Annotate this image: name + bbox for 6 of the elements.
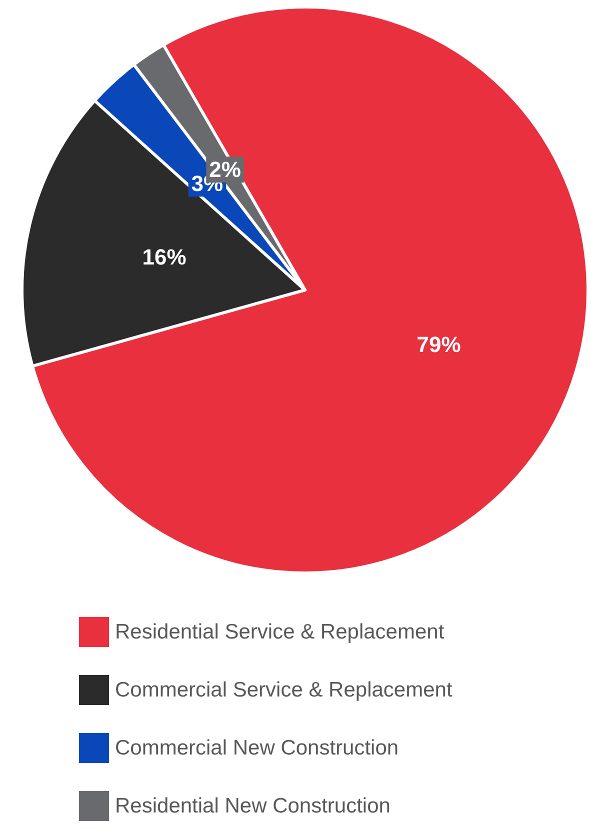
data-label: 16%	[142, 244, 186, 270]
data-label: 79%	[416, 332, 461, 358]
legend-label: Residential Service & Replacement	[115, 620, 444, 644]
legend-label: Commercial New Construction	[115, 736, 399, 760]
legend-label: Residential New Construction	[115, 794, 390, 818]
legend-label: Commercial Service & Replacement	[115, 678, 452, 702]
